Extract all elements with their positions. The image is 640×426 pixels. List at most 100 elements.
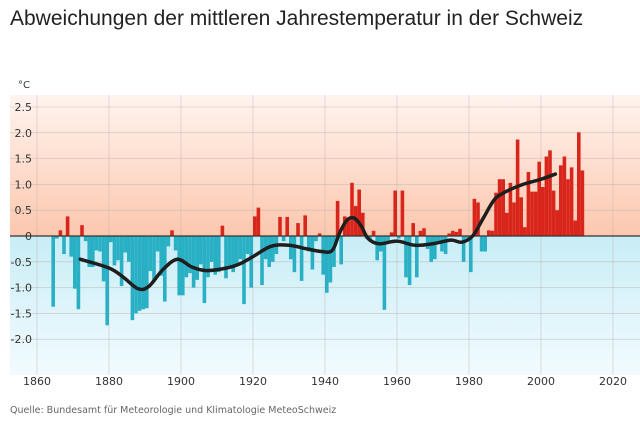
bar-1864: [51, 236, 55, 307]
bar-1947: [350, 182, 354, 236]
bar-1939: [321, 236, 325, 275]
bar-1985: [487, 230, 491, 236]
bar-2009: [573, 220, 577, 236]
bar-1880: [109, 236, 113, 243]
bar-1881: [112, 236, 117, 266]
bar-1970: [433, 236, 437, 260]
bar-1961: [400, 190, 405, 236]
bar-1927: [278, 216, 282, 236]
bar-2007: [566, 179, 570, 236]
bar-1885: [127, 236, 131, 262]
source-note: Quelle: Bundesamt für Meteorologie und K…: [10, 405, 337, 416]
bar-2002: [548, 150, 552, 236]
bar-1913: [227, 236, 232, 268]
bar-1884: [123, 236, 127, 253]
bar-1894: [159, 236, 163, 276]
bar-2006: [562, 156, 567, 236]
bar-1953: [371, 230, 376, 236]
bar-1999: [537, 161, 541, 236]
bar-1942: [332, 236, 336, 267]
bar-1956: [382, 236, 387, 310]
bar-1975: [451, 230, 455, 236]
bar-1995: [523, 227, 527, 236]
x-tick-label: 2020: [599, 375, 627, 388]
bar-1907: [206, 236, 210, 278]
x-tick-label: 2000: [527, 375, 555, 388]
y-tick-label: 1.5: [15, 153, 33, 166]
bar-1932: [296, 223, 300, 236]
bar-1919: [249, 236, 253, 288]
bar-1914: [231, 236, 235, 273]
bar-1909: [213, 236, 217, 275]
y-tick-label: 0.5: [15, 204, 33, 217]
bar-1957: [386, 236, 390, 242]
bar-1871: [76, 236, 81, 310]
x-tick-label: 1960: [383, 375, 411, 388]
bar-1979: [465, 236, 469, 239]
bar-1972: [440, 236, 444, 252]
bar-1869: [69, 236, 73, 257]
bar-1992: [512, 202, 516, 236]
bar-1968: [425, 236, 430, 249]
bar-1937: [314, 236, 318, 242]
bar-2011: [580, 170, 585, 236]
bar-1996: [526, 172, 531, 236]
x-tick-label: 1920: [239, 375, 267, 388]
bar-1892: [152, 236, 156, 282]
bar-1910: [217, 236, 221, 273]
bar-1866: [58, 230, 63, 236]
bar-1876: [94, 236, 99, 251]
bar-1934: [303, 215, 307, 236]
bar-1981: [472, 198, 477, 236]
bar-1870: [73, 236, 77, 289]
bar-1936: [310, 236, 315, 270]
bar-1915: [235, 236, 239, 265]
bar-1941: [328, 236, 333, 283]
bar-1978: [461, 236, 466, 262]
bar-1969: [429, 236, 433, 262]
bar-1935: [307, 236, 311, 252]
x-tick-label: 1980: [455, 375, 483, 388]
bar-1946: [346, 220, 351, 236]
bar-1904: [195, 236, 199, 280]
bar-1911: [220, 225, 225, 236]
bar-1924: [267, 236, 271, 267]
bar-1940: [325, 236, 329, 293]
smoothed-trend-line: [78, 172, 558, 292]
bar-1898: [173, 236, 178, 251]
bar-2010: [577, 132, 581, 236]
bar-1964: [411, 223, 415, 236]
bar-1967: [422, 228, 426, 236]
bar-1929: [285, 216, 289, 236]
bar-1997: [530, 191, 534, 236]
bar-2000: [541, 186, 545, 236]
bar-1902: [188, 236, 192, 274]
bar-1944: [339, 236, 343, 265]
bar-1900: [181, 236, 185, 296]
bar-1933: [299, 236, 304, 281]
bar-1865: [55, 236, 59, 239]
bar-1928: [281, 236, 286, 242]
bar-1891: [148, 236, 153, 272]
chart-title: Abweichungen der mittleren Jahrestempera…: [10, 7, 584, 30]
bar-1879: [105, 236, 109, 326]
bar-1912: [224, 236, 228, 279]
bar-1960: [397, 236, 401, 239]
bar-1990: [505, 212, 509, 236]
bar-1874: [87, 236, 91, 267]
bar-1976: [454, 231, 459, 236]
bar-1930: [289, 236, 293, 260]
bar-1887: [134, 236, 138, 314]
bar-1925: [271, 236, 275, 262]
bar-1949: [357, 189, 361, 236]
bar-1938: [317, 233, 322, 236]
y-tick-label: -0.5: [11, 256, 32, 269]
bar-1896: [166, 236, 171, 247]
bar-1873: [83, 236, 88, 242]
bar-1897: [170, 230, 174, 236]
bar-1989: [501, 179, 505, 236]
bar-1958: [389, 232, 394, 236]
bar-1986: [490, 230, 495, 236]
bar-1931: [292, 236, 297, 273]
